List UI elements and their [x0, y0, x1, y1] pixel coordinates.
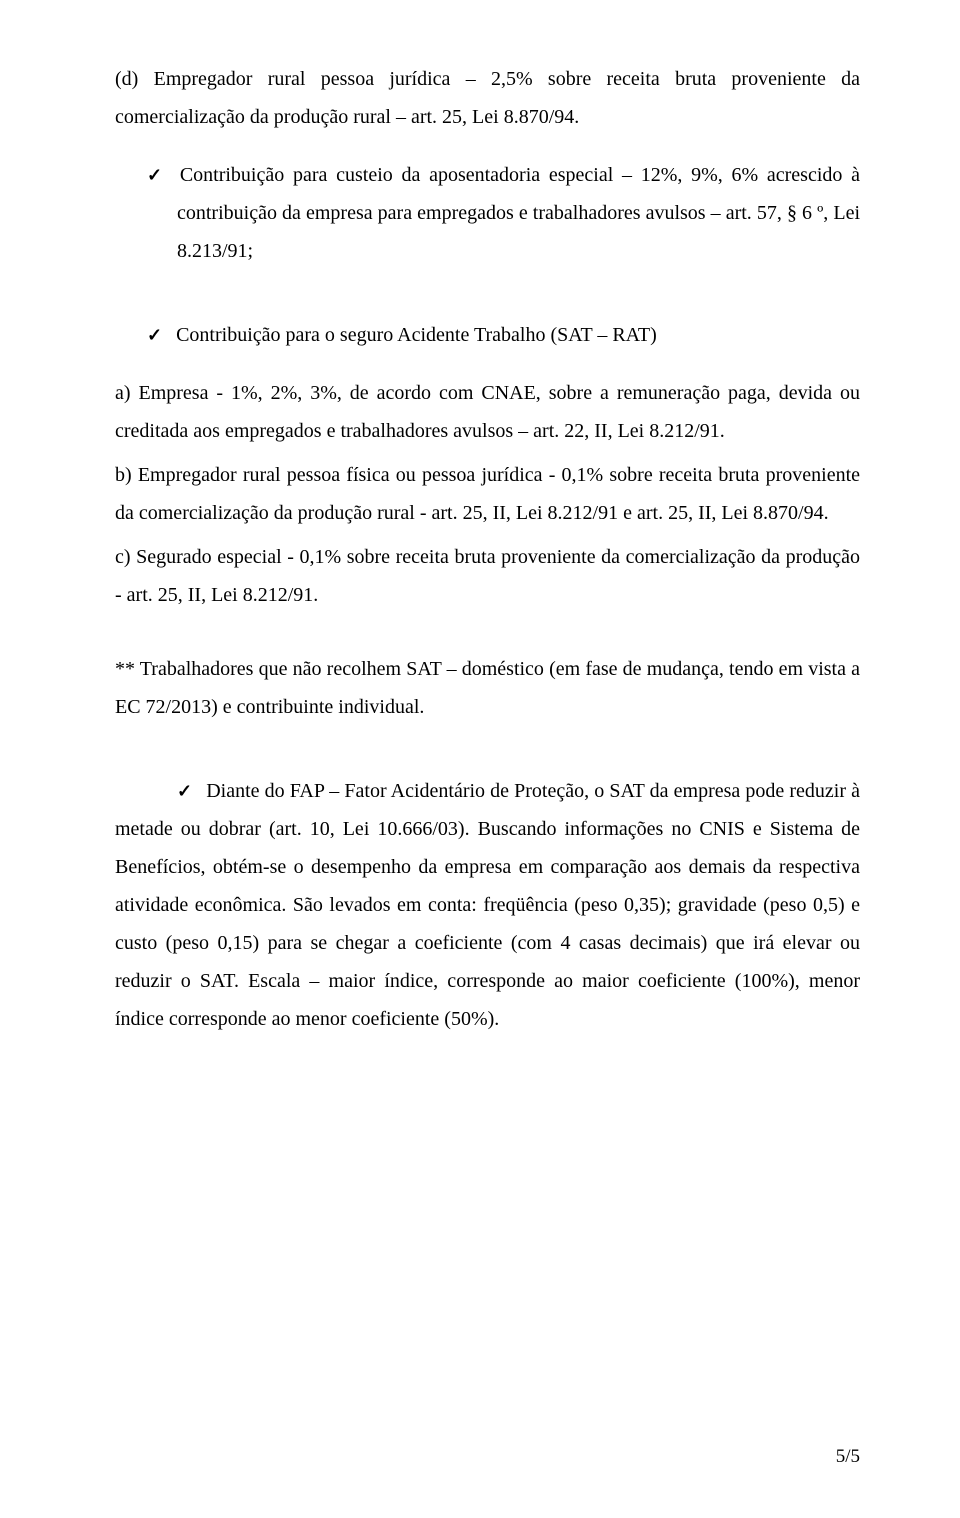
paragraph-c: c) Segurado especial - 0,1% sobre receit… — [115, 538, 860, 614]
paragraph-b: b) Empregador rural pessoa física ou pes… — [115, 456, 860, 532]
checkmark-icon: ✓ — [177, 781, 192, 801]
document-page: (d) Empregador rural pessoa jurídica – 2… — [0, 0, 960, 1518]
spacer — [115, 142, 860, 156]
bullet-text: Contribuição para custeio da aposentador… — [177, 164, 860, 262]
paragraph-a: a) Empresa - 1%, 2%, 3%, de acordo com C… — [115, 374, 860, 450]
spacer — [115, 276, 860, 316]
checkmark-icon: ✓ — [147, 325, 162, 345]
paragraph-note: ** Trabalhadores que não recolhem SAT – … — [115, 650, 860, 726]
bullet-fap: ✓Diante do FAP – Fator Acidentário de Pr… — [115, 772, 860, 1038]
bullet-text: Diante do FAP – Fator Acidentário de Pro… — [115, 780, 860, 1030]
page-number: 5/5 — [836, 1446, 860, 1468]
checkmark-icon: ✓ — [147, 165, 166, 185]
spacer — [115, 360, 860, 374]
bullet-text: Contribuição para o seguro Acidente Trab… — [176, 324, 657, 346]
paragraph-d: (d) Empregador rural pessoa jurídica – 2… — [115, 60, 860, 136]
spacer — [115, 732, 860, 772]
bullet-contribuicao-custeio: ✓ Contribuição para custeio da aposentado… — [115, 156, 860, 270]
spacer — [115, 620, 860, 650]
bullet-seguro-acidente: ✓ Contribuição para o seguro Acidente Tra… — [115, 316, 860, 354]
